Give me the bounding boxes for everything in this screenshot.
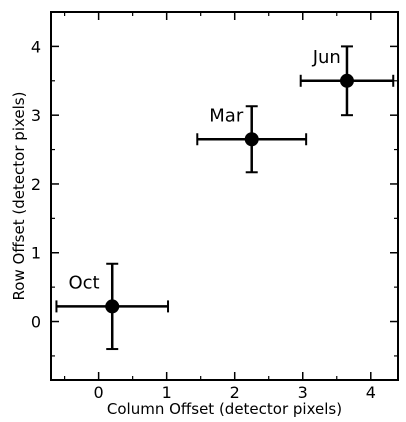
x-tick-label: 1 (162, 383, 172, 402)
y-axis-label: Row Offset (detector pixels) (10, 92, 28, 301)
point-label: Jun (312, 47, 341, 68)
plot-frame (50, 11, 399, 381)
points-layer: Oct Mar Jun (55, 45, 395, 351)
x-tick-label: 4 (366, 383, 376, 402)
data-point-oct: Oct (55, 262, 170, 351)
point-label: Oct (68, 272, 99, 293)
ticks-layer: 0 1 2 3 4 0 1 2 3 4 (31, 11, 398, 402)
data-marker (105, 299, 120, 314)
y-tick-label: 2 (31, 175, 41, 194)
x-axis-label: Column Offset (detector pixels) (107, 400, 342, 418)
data-point-jun: Jun (299, 45, 395, 117)
y-tick-label: 1 (31, 244, 41, 263)
x-tick-label: 3 (298, 383, 308, 402)
y-tick-label: 3 (31, 106, 41, 125)
point-label: Mar (209, 105, 244, 126)
data-marker (244, 132, 259, 147)
data-marker (339, 73, 354, 88)
y-tick-label: 4 (31, 37, 41, 56)
y-tick-label: 0 (31, 313, 41, 332)
data-point-mar: Mar (196, 105, 308, 174)
x-tick-label: 2 (230, 383, 240, 402)
x-tick-label: 0 (94, 383, 104, 402)
